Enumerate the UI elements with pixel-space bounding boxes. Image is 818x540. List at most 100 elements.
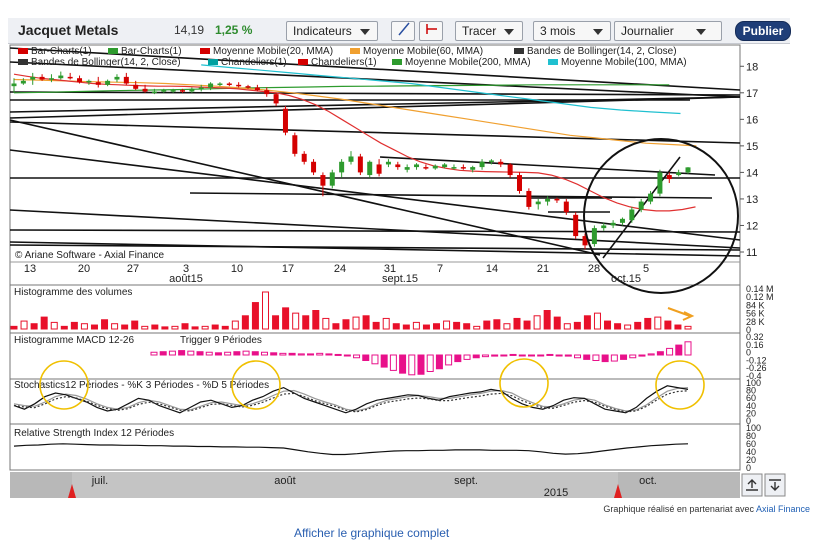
volume-bar: [543, 310, 551, 330]
macd-bar: [426, 354, 434, 372]
macd-trigger-title: Trigger 9 Périodes: [180, 335, 262, 346]
macd-bar: [592, 354, 600, 361]
candle-body: [507, 164, 513, 176]
full-chart-link[interactable]: Afficher le graphique complet: [294, 526, 450, 540]
volume-bar: [362, 315, 370, 330]
macd-bar: [546, 353, 554, 356]
interval-select[interactable]: Journalier: [614, 21, 722, 41]
candle-body: [282, 108, 288, 133]
date-tick-label: 21: [537, 263, 549, 275]
volume-bar: [443, 320, 451, 330]
legend-swatch: [18, 48, 28, 55]
volume-bar: [402, 324, 410, 330]
date-tick-label: 17: [282, 263, 294, 275]
volume-bar: [332, 323, 340, 330]
draw-horizontal-button[interactable]: [419, 21, 443, 41]
period-select[interactable]: 3 mois: [533, 21, 611, 41]
legend-item: Moyenne Mobile(100, MMA): [548, 57, 687, 68]
volume-bar: [161, 326, 169, 330]
macd-bar: [408, 354, 416, 376]
macd-bar: [491, 354, 499, 357]
candle-body: [404, 167, 410, 170]
macd-bar: [601, 354, 609, 363]
candle-body: [142, 88, 148, 92]
macd-bar: [214, 352, 222, 356]
navigator-month-label: sept.: [454, 475, 478, 487]
rsi-tick-label: 0: [746, 463, 751, 473]
candle-body: [573, 214, 579, 237]
legend-item: Bar-Charts(1): [18, 46, 92, 57]
legend-swatch: [18, 59, 28, 66]
volume-bar: [483, 320, 491, 330]
macd-bar: [316, 352, 324, 356]
date-tick-label: 24: [334, 263, 346, 275]
legend-item: Chandeliers(1): [298, 57, 377, 68]
candle-body: [301, 153, 307, 162]
candle-body: [526, 190, 532, 207]
macd-tick-label: 0: [746, 348, 751, 358]
legend-swatch: [350, 48, 360, 55]
candle-body: [245, 86, 251, 88]
macd-bar: [518, 354, 526, 357]
date-tick-label: 3: [183, 263, 189, 275]
date-tick-label: 7: [437, 263, 443, 275]
draw-trendline-button[interactable]: [391, 21, 415, 41]
candle-body: [479, 161, 485, 168]
candle-body: [39, 76, 45, 80]
toolbar: Jacquet Metals 14,19 1,25 % Indicateurs …: [8, 18, 791, 44]
volume-bar: [272, 315, 280, 330]
price-tick-label: 17: [746, 88, 758, 100]
stoch-tick-label: 80: [746, 386, 756, 396]
candle-body: [20, 80, 26, 84]
volume-tick-label: 0.14 M: [746, 284, 774, 294]
legend-item: Chandeliers(1): [208, 57, 287, 68]
candle-body: [339, 161, 345, 173]
candle-body: [601, 225, 607, 229]
macd-bar: [527, 354, 535, 357]
trendline-icon: [398, 22, 410, 36]
macd-bar: [307, 353, 315, 356]
indicators-dropdown[interactable]: Indicateurs: [286, 21, 378, 41]
volume-bar: [674, 324, 682, 330]
macd-bar: [159, 351, 167, 356]
volume-bar: [392, 323, 400, 330]
macd-bar: [574, 354, 582, 359]
rsi-line: [13, 443, 689, 456]
candle-body: [226, 83, 232, 86]
price-change: 1,25 %: [215, 23, 253, 37]
candle-body: [554, 198, 560, 201]
trend-line: [189, 192, 713, 199]
publish-button[interactable]: Publier: [735, 21, 791, 41]
volume-bar: [10, 325, 18, 330]
highlight-circle: [499, 358, 549, 408]
volume-tick-label: 84 K: [746, 300, 765, 310]
macd-bar: [205, 351, 213, 356]
stochastics-panel-title: Stochastics12 Périodes - %K 3 Périodes -…: [14, 380, 269, 391]
tracer-dropdown[interactable]: Tracer: [455, 21, 523, 41]
volume-bar: [322, 317, 330, 330]
volume-bar: [101, 319, 109, 330]
candle-body: [357, 156, 363, 173]
candle-body: [582, 236, 588, 246]
trend-line: [379, 156, 716, 176]
navigator-left-handle: [68, 484, 76, 498]
volume-bar: [211, 324, 219, 330]
candle-body: [77, 78, 83, 83]
rsi-tick-label: 60: [746, 439, 756, 449]
volume-tick-label: 28 K: [746, 317, 765, 327]
navigator-month-label: juil.: [91, 475, 109, 487]
volume-bar: [231, 320, 239, 330]
candle-body: [535, 201, 541, 205]
candle-body: [133, 84, 139, 89]
stoch-tick-label: 0: [746, 416, 751, 426]
legend-label: Moyenne Mobile(200, MMA): [405, 57, 531, 68]
volume-bar: [181, 323, 189, 330]
volume-bar: [614, 323, 622, 330]
month-label: sept.15: [382, 273, 418, 285]
volume-bar: [463, 323, 471, 330]
candle-body: [545, 198, 551, 202]
candle-body: [629, 209, 635, 221]
axial-finance-link[interactable]: Axial Finance: [755, 504, 810, 514]
stoch-tick-label: 40: [746, 401, 756, 411]
